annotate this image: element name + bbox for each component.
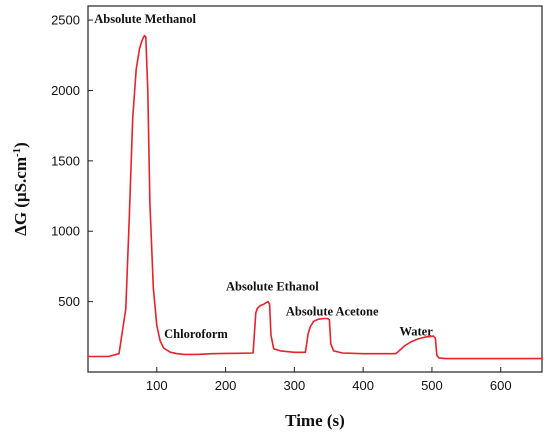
series-line — [88, 34, 542, 360]
peak-annotation: Absolute Methanol — [94, 12, 196, 26]
x-tick-label: 600 — [490, 378, 512, 393]
peak-annotation: Water — [399, 324, 433, 338]
peak-annotation: Chloroform — [164, 327, 228, 341]
y-axis-title-superscript: -1 — [11, 148, 23, 157]
peak-annotation: Absolute Acetone — [286, 305, 379, 319]
x-tick-label: 500 — [421, 378, 443, 393]
x-tick-label: 200 — [215, 378, 237, 393]
peak-annotations: Absolute Methanol Chloroform Absolute Etha… — [94, 12, 433, 341]
y-tick-label: 2000 — [51, 83, 80, 98]
peak-annotation: Absolute Ethanol — [226, 279, 319, 293]
x-axis-ticks: 100 200 300 400 500 600 — [146, 367, 512, 393]
x-tick-label: 400 — [352, 378, 374, 393]
y-axis-title: ΔG (μS.cm-1) — [11, 142, 30, 236]
x-tick-label: 300 — [284, 378, 306, 393]
y-tick-label: 1000 — [51, 224, 80, 239]
y-tick-label: 1500 — [51, 153, 80, 168]
y-axis-ticks: 500 1000 1500 2000 2500 — [51, 13, 93, 309]
plot-frame — [87, 5, 543, 373]
y-axis-title-main: ΔG (μS.cm — [11, 157, 30, 236]
y-tick-label: 2500 — [51, 13, 80, 28]
x-axis-title: Time (s) — [285, 411, 345, 430]
axes: 100 200 300 400 500 600 500 1000 1500 2000 2500 — [51, 5, 543, 393]
y-axis-title-close: ) — [11, 142, 30, 148]
y-tick-label: 500 — [58, 294, 80, 309]
x-tick-label: 100 — [146, 378, 168, 393]
